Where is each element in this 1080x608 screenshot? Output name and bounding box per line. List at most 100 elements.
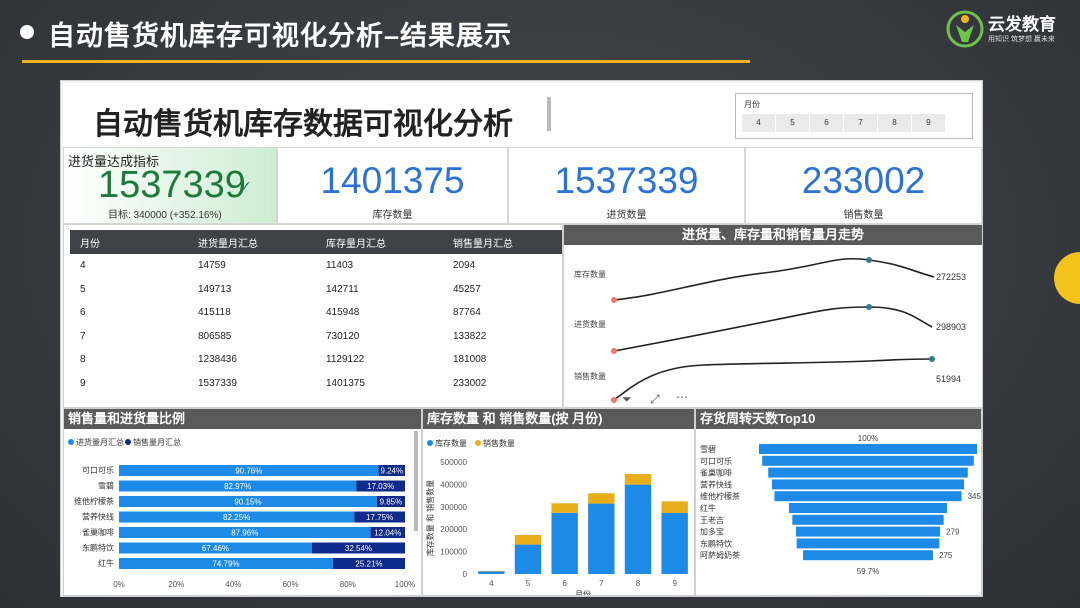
category-label: 雪碧 xyxy=(98,481,114,491)
column-chart-panel: 库存数量 和 销售数量(按 月份) 库存数量 销售数量 0 100000 200000 3… xyxy=(422,408,695,596)
card-label: 库存数量 xyxy=(372,210,413,221)
bar-inventory xyxy=(551,512,578,574)
dashboard-header: 自动售货机库存数据可视化分析 月份 4 5 6 7 8 9 xyxy=(63,83,981,147)
card-label: 销售数量 xyxy=(843,210,884,221)
purchase-card[interactable]: 1537339 进货数量 xyxy=(508,147,745,224)
focus-icon: ⤢ xyxy=(649,392,660,406)
table-cell: 9 xyxy=(80,377,86,389)
funnel-chart-panel: 存货周转天数Top10 100% 雪碧 可口可乐 雀巢咖啡 营养快线 维他柠檬茶 345 红牛… xyxy=(695,408,982,596)
bar-purchase xyxy=(119,542,312,554)
bar-sales xyxy=(354,511,405,523)
inventory-card[interactable]: 1401375 库存数量 xyxy=(277,147,508,224)
table-cell: 415118 xyxy=(198,307,231,319)
data-label: 9.24% xyxy=(380,467,403,476)
slicer-item-8[interactable]: 8 xyxy=(878,114,912,132)
funnel-bar xyxy=(796,538,940,549)
bar-sales xyxy=(624,474,652,485)
series-line xyxy=(613,358,933,401)
bar-sales xyxy=(551,503,578,513)
month-slicer[interactable]: 月份 4 5 6 7 8 9 xyxy=(735,93,973,139)
bar-purchase xyxy=(119,496,377,507)
bar-sales xyxy=(378,465,405,476)
end-marker xyxy=(929,356,935,362)
category-label: 雀巢咖啡 xyxy=(82,527,114,537)
bar-purchase xyxy=(119,511,355,523)
funnel-bar xyxy=(762,455,974,466)
y-axis-label: 库存数量 和 销售数量 xyxy=(425,480,435,556)
data-label: 82.25% xyxy=(223,513,250,522)
x-tick-label: 6 xyxy=(562,579,567,588)
slicer-item-9[interactable]: 9 xyxy=(912,114,946,132)
legend-dot xyxy=(427,440,433,446)
bar-sales xyxy=(311,542,405,554)
category-label: 王老吉 xyxy=(700,515,724,525)
category-label: 阿萨姆奶茶 xyxy=(700,550,740,560)
trend-chart-title: 进货量、库存量和销售量月走势 xyxy=(564,225,982,245)
y-tick-label: 400000 xyxy=(440,480,467,489)
ratio-chart-title: 销售量和进货量比例 xyxy=(64,409,421,429)
x-tick-label: 100% xyxy=(395,580,415,589)
funnel-bar xyxy=(788,503,948,513)
kpi-card[interactable]: 进货量达成指标 1537339 ✓ 目标: 340000 (+352.16%) xyxy=(63,147,277,224)
table-cell: 1129122 xyxy=(326,354,365,366)
category-label: 雪碧 xyxy=(700,444,716,454)
legend-dot xyxy=(125,439,131,445)
series-label: 库存数量 xyxy=(574,269,606,279)
column-chart: 库存数量 销售数量 0 100000 200000 300000 400000 500000 库… xyxy=(425,438,688,595)
x-tick-label: 5 xyxy=(526,579,531,588)
bar-inventory xyxy=(624,484,652,574)
bar-sales xyxy=(661,501,688,514)
bar-sales xyxy=(370,527,405,538)
ratio-chart-panel: 销售量和进货量比例 进货量月汇总 销售量月汇总 可口可乐 90.76% 9.24% 雪碧 8… xyxy=(63,408,422,596)
filter-icon: ⏷ xyxy=(621,392,632,406)
y-tick-label: 500000 xyxy=(440,458,467,467)
card-value: 1401375 xyxy=(320,160,465,201)
funnel-chart-title: 存货周转天数Top10 xyxy=(696,409,981,429)
category-label: 东鹏特饮 xyxy=(82,543,114,553)
table-header-sales[interactable]: 销售量月汇总 xyxy=(443,230,562,254)
slide-title: 自动售货机库存可视化分析–结果展示 xyxy=(48,21,513,51)
category-label: 营养快线 xyxy=(700,479,732,489)
bar-sales xyxy=(588,493,615,504)
end-value-label: 272253 xyxy=(936,272,966,282)
x-tick-label: 8 xyxy=(636,579,641,588)
kpi-value: 1537339 xyxy=(98,164,246,206)
bar-purchase xyxy=(119,480,357,492)
table-cell: 806585 xyxy=(198,330,232,342)
funnel-bar xyxy=(774,491,962,502)
funnel-bottom-label: 59.7% xyxy=(857,567,880,576)
kpi-label: 进货量达成指标 xyxy=(68,154,160,169)
end-marker xyxy=(866,257,872,263)
kpi-gradient xyxy=(64,148,276,223)
bar-inventory xyxy=(588,503,615,574)
x-tick-label: 20% xyxy=(168,580,184,589)
brand-slogan: 用知识 筑梦想 赢未来 xyxy=(988,36,1055,43)
bar-purchase xyxy=(119,465,379,476)
bar-sales xyxy=(376,496,405,507)
start-marker xyxy=(611,397,617,403)
sales-card[interactable]: 233002 销售数量 xyxy=(745,147,982,224)
legend-label: 库存数量 xyxy=(435,438,467,448)
table-header-month[interactable]: 月份 xyxy=(70,230,188,254)
y-tick-label: 0 xyxy=(463,570,468,579)
data-label: 9.85% xyxy=(380,498,403,507)
card-label: 进货数量 xyxy=(606,210,647,221)
category-label: 维他柠檬茶 xyxy=(700,491,740,501)
slicer-item-6[interactable]: 6 xyxy=(810,114,844,132)
x-tick-label: 7 xyxy=(599,579,604,588)
slicer-item-7[interactable]: 7 xyxy=(844,114,878,132)
data-label: 74.79% xyxy=(212,560,239,569)
slicer-item-5[interactable]: 5 xyxy=(776,114,810,132)
table-cell: 133822 xyxy=(453,330,487,342)
slicer-item-4[interactable]: 4 xyxy=(742,114,776,132)
data-label: 90.76% xyxy=(235,467,262,476)
table-header-inventory[interactable]: 库存量月汇总 xyxy=(316,230,443,254)
table-row: 9 1537339 1401375 233002 xyxy=(70,372,562,396)
x-tick-label: 40% xyxy=(225,580,241,589)
data-label: 17.03% xyxy=(367,482,394,491)
table-header-purchase[interactable]: 进货量月汇总 xyxy=(188,230,316,254)
legend-label: 销售数量 xyxy=(483,438,515,448)
slicer-items: 4 5 6 7 8 9 xyxy=(742,114,946,132)
table-cell: 1401375 xyxy=(326,377,365,389)
table-cell: 730120 xyxy=(326,330,360,342)
